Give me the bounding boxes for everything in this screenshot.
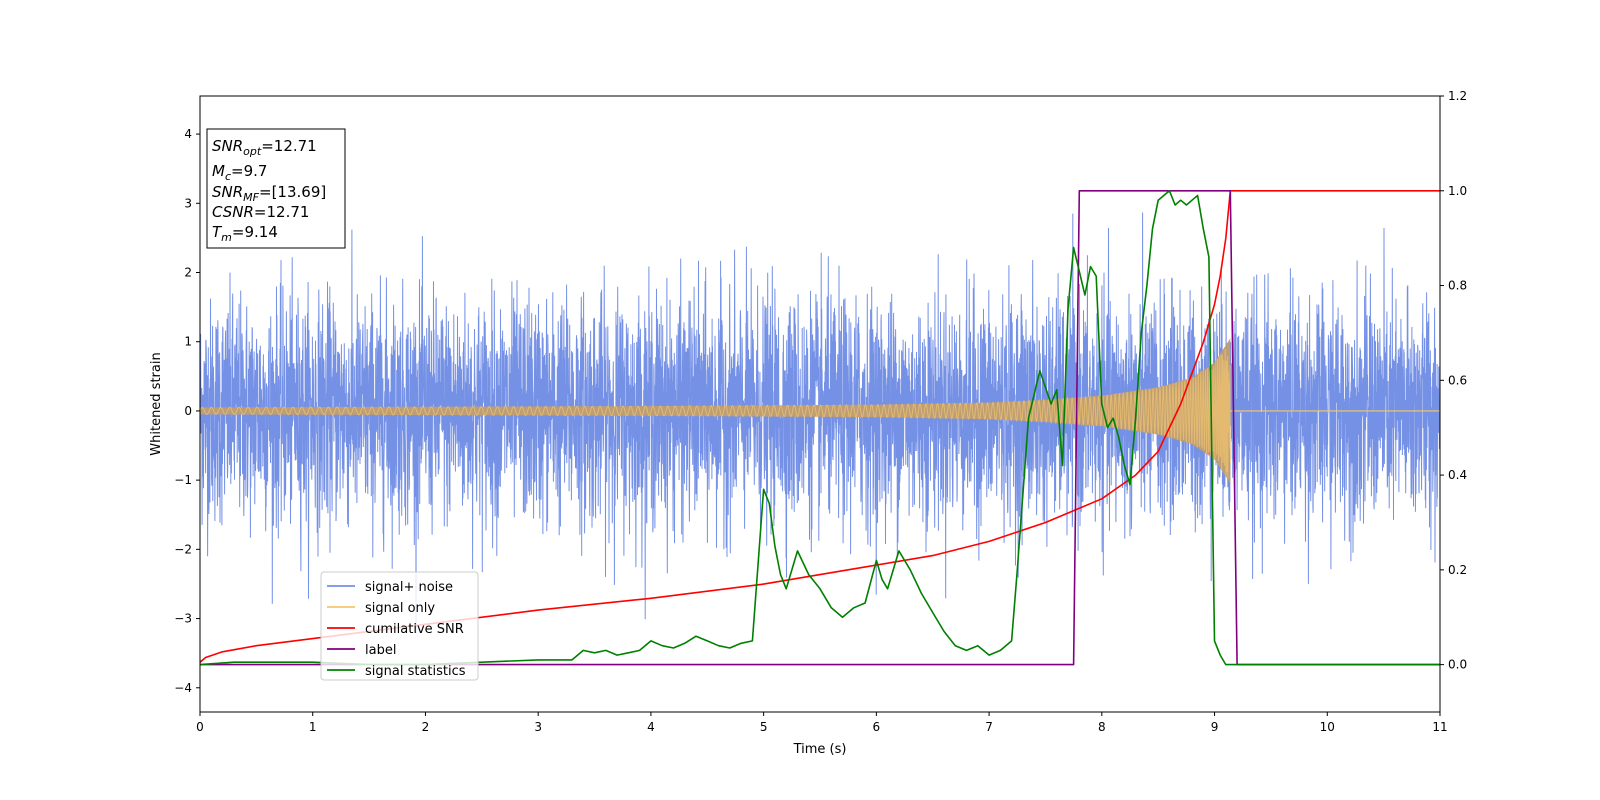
y-tick-label: 2 [184, 265, 192, 279]
signal-noise-line [200, 212, 1440, 634]
series-signal-noise [200, 212, 1440, 634]
y2-tick-label: 0.4 [1448, 468, 1467, 482]
x-axis: 0 1 2 3 4 5 6 7 8 9 10 11 [196, 712, 1448, 734]
x-tick-label: 0 [196, 720, 204, 734]
signal-only-line [200, 349, 1231, 479]
y2-tick-label: 1.2 [1448, 89, 1467, 103]
legend-label-signal-only: signal only [365, 601, 435, 616]
x-tick-label: 10 [1320, 720, 1335, 734]
stats-annotation-line: Tm=9.14 [212, 223, 278, 244]
x-tick-label: 2 [422, 720, 430, 734]
legend-label-signal-statistics: signal statistics [365, 664, 466, 679]
legend-label-cumilative-snr: cumilative SNR [365, 622, 464, 637]
x-tick-label: 11 [1432, 720, 1447, 734]
x-tick-label: 8 [1098, 720, 1106, 734]
y2-tick-label: 0.8 [1448, 279, 1467, 293]
right-axis-series [200, 190, 1440, 666]
y2-tick-label: 0.2 [1448, 563, 1467, 577]
signal-only-envelope [200, 338, 1231, 484]
stats-annotation-line: SNRMF=[13.69] [212, 183, 326, 204]
legend-frame [320, 571, 479, 681]
x-tick-label: 4 [647, 720, 655, 734]
x-tick-label: 5 [760, 720, 768, 734]
stats-annotation-line: Mc=9.7 [212, 162, 267, 183]
x-axis-label: Time (s) [793, 742, 847, 757]
x-tick-label: 3 [534, 720, 542, 734]
series-signal-statistics [200, 190, 1440, 666]
stats-annotation-box: SNRopt=12.71 Mc=9.7SNRMF=[13.69]CSNR=12.7… [206, 128, 346, 249]
y-tick-label: 1 [184, 335, 192, 349]
y2-tick-label: 0.0 [1448, 658, 1467, 672]
y2-tick-label: 1.0 [1448, 184, 1467, 198]
stats-annotation-line: CSNR=12.71 [212, 203, 309, 221]
y2-tick-label: 0.6 [1448, 373, 1467, 387]
y-tick-label: −4 [174, 681, 192, 695]
legend-label-signal-noise: signal+ noise [365, 580, 453, 595]
y-tick-label: 4 [184, 127, 192, 141]
y-tick-label: 0 [184, 404, 192, 418]
y-axis-right: 0.0 0.2 0.4 0.6 0.8 1.0 1.2 [1440, 89, 1467, 672]
y-tick-label: 3 [184, 196, 192, 210]
legend: signal+ noise signal only cumilative SNR la… [320, 571, 479, 681]
series-cumilative-snr [200, 190, 1440, 663]
y-tick-label: −2 [174, 542, 192, 556]
y-axis-left: −4 −3 −2 −1 0 1 2 3 4 [174, 127, 200, 695]
stats-annotation-frame [206, 128, 346, 249]
x-tick-label: 6 [873, 720, 881, 734]
x-tick-label: 9 [1211, 720, 1219, 734]
y-axis-label: Whitened strain [149, 352, 164, 455]
plot-area [200, 190, 1440, 666]
legend-label-label: label [365, 643, 396, 658]
series-signal-only [200, 338, 1440, 484]
stats-annotation-line: SNRopt=12.71 [212, 137, 317, 158]
axes-frame [199, 95, 1441, 713]
y-tick-label: −3 [174, 612, 192, 626]
x-tick-label: 7 [985, 720, 993, 734]
y-tick-label: −1 [174, 473, 192, 487]
x-tick-label: 1 [309, 720, 317, 734]
